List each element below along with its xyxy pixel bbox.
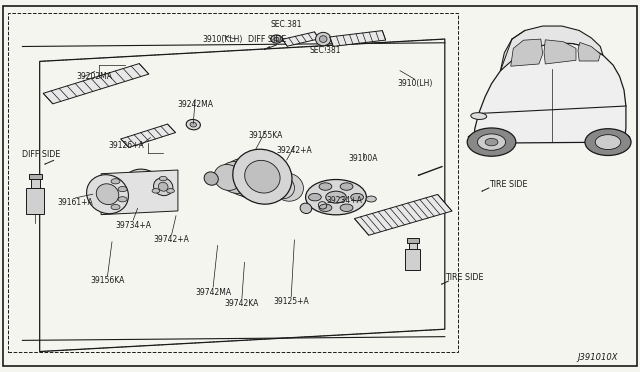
- Text: 39125+A: 39125+A: [273, 297, 309, 306]
- Ellipse shape: [186, 119, 200, 130]
- Circle shape: [340, 183, 353, 190]
- Text: 39242+A: 39242+A: [276, 146, 312, 155]
- Polygon shape: [121, 124, 175, 147]
- Ellipse shape: [86, 175, 129, 214]
- Ellipse shape: [319, 36, 327, 42]
- Ellipse shape: [316, 32, 331, 46]
- Text: 39742MA: 39742MA: [195, 288, 231, 296]
- Text: 39161+A: 39161+A: [58, 198, 93, 207]
- Text: 3910(KLH): 3910(KLH): [202, 35, 243, 44]
- Circle shape: [319, 204, 332, 212]
- Ellipse shape: [471, 113, 486, 119]
- Text: SEC.381: SEC.381: [309, 46, 341, 55]
- Polygon shape: [578, 42, 600, 61]
- Ellipse shape: [219, 161, 253, 193]
- Ellipse shape: [154, 178, 173, 196]
- Ellipse shape: [265, 178, 285, 196]
- Ellipse shape: [228, 155, 277, 199]
- Text: SEC.381: SEC.381: [271, 20, 303, 29]
- Ellipse shape: [300, 203, 312, 214]
- Circle shape: [326, 191, 346, 203]
- Circle shape: [118, 197, 127, 202]
- Text: 3910(LH): 3910(LH): [397, 79, 433, 88]
- Ellipse shape: [274, 37, 279, 41]
- Text: 39100A: 39100A: [349, 154, 378, 163]
- Polygon shape: [31, 179, 40, 188]
- Polygon shape: [26, 188, 44, 214]
- Polygon shape: [29, 174, 42, 179]
- Polygon shape: [544, 40, 576, 64]
- Text: 39742+A: 39742+A: [154, 235, 189, 244]
- Text: 39742KA: 39742KA: [225, 299, 259, 308]
- Ellipse shape: [158, 182, 168, 191]
- Ellipse shape: [190, 122, 196, 127]
- Ellipse shape: [204, 172, 218, 185]
- Text: 39242MA: 39242MA: [177, 100, 213, 109]
- Ellipse shape: [306, 180, 366, 215]
- Circle shape: [166, 189, 174, 193]
- Ellipse shape: [269, 176, 294, 199]
- Circle shape: [152, 189, 160, 193]
- Ellipse shape: [366, 196, 376, 202]
- Ellipse shape: [271, 35, 282, 43]
- Ellipse shape: [214, 164, 242, 190]
- Circle shape: [111, 205, 120, 210]
- Polygon shape: [330, 31, 386, 46]
- Polygon shape: [500, 26, 603, 71]
- Circle shape: [595, 135, 621, 150]
- Circle shape: [319, 183, 332, 190]
- Text: 39126+A: 39126+A: [109, 141, 145, 150]
- Text: DIFF SIDE: DIFF SIDE: [248, 35, 287, 44]
- Polygon shape: [409, 242, 417, 249]
- Polygon shape: [474, 43, 626, 143]
- Text: TIRE SIDE: TIRE SIDE: [445, 273, 483, 282]
- Text: 39734+A: 39734+A: [115, 221, 151, 230]
- Polygon shape: [355, 195, 452, 235]
- Text: 39156KA: 39156KA: [90, 276, 125, 285]
- Polygon shape: [407, 238, 419, 243]
- Circle shape: [485, 138, 498, 146]
- Text: TIRE SIDE: TIRE SIDE: [490, 180, 528, 189]
- Polygon shape: [43, 64, 149, 104]
- Circle shape: [118, 186, 127, 192]
- Ellipse shape: [122, 169, 164, 208]
- Circle shape: [467, 128, 516, 156]
- Text: J391010X: J391010X: [577, 353, 618, 362]
- Circle shape: [308, 193, 321, 201]
- Ellipse shape: [244, 160, 280, 193]
- Ellipse shape: [235, 152, 290, 202]
- Polygon shape: [101, 170, 178, 215]
- Text: 39155KA: 39155KA: [248, 131, 283, 140]
- Circle shape: [340, 204, 353, 212]
- Circle shape: [159, 176, 167, 181]
- Ellipse shape: [233, 149, 292, 204]
- Text: DIFF SIDE: DIFF SIDE: [22, 150, 61, 159]
- Circle shape: [585, 129, 631, 155]
- Ellipse shape: [273, 173, 303, 201]
- Circle shape: [477, 134, 506, 150]
- Circle shape: [111, 179, 120, 184]
- Ellipse shape: [263, 183, 275, 193]
- Polygon shape: [405, 249, 420, 270]
- Circle shape: [351, 193, 364, 201]
- Text: 39234+A: 39234+A: [326, 196, 362, 205]
- Polygon shape: [511, 39, 543, 66]
- Text: 39202MA: 39202MA: [77, 72, 113, 81]
- Ellipse shape: [223, 158, 266, 196]
- Ellipse shape: [96, 184, 119, 205]
- Polygon shape: [282, 32, 319, 46]
